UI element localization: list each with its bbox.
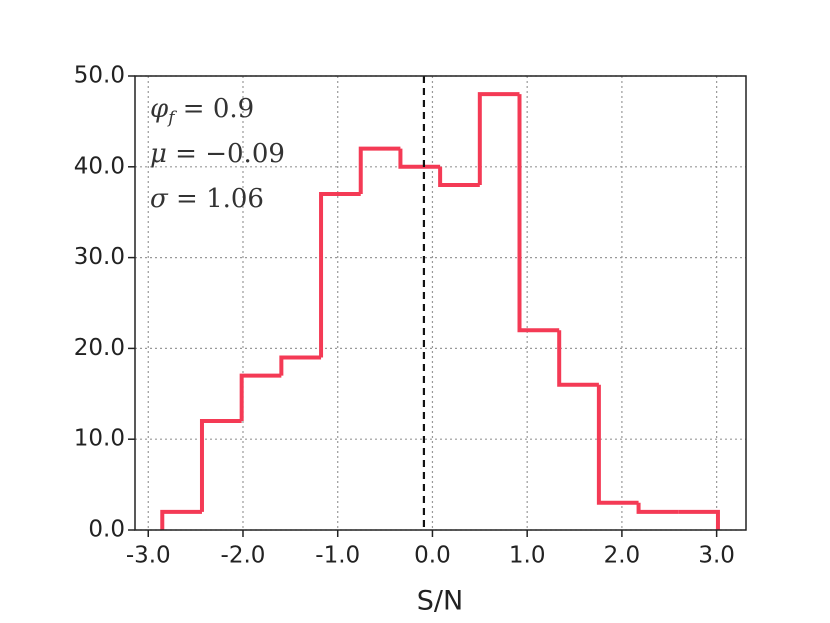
x-tick-label: -2.0 bbox=[221, 543, 266, 569]
annotation-symbol: φ bbox=[150, 94, 169, 124]
x-tick-label: 3.0 bbox=[698, 543, 735, 569]
histogram-step bbox=[160, 509, 202, 530]
y-tick-label: 50.0 bbox=[74, 63, 125, 89]
histogram-step bbox=[239, 373, 282, 422]
annotation-subscript: f bbox=[166, 108, 177, 128]
histogram-step bbox=[596, 384, 639, 505]
histogram-step bbox=[358, 146, 401, 195]
x-tick-label: -1.0 bbox=[315, 543, 360, 569]
histogram-step bbox=[438, 166, 480, 187]
histogram-step bbox=[557, 330, 599, 387]
x-axis-label: S/N bbox=[417, 586, 463, 617]
annotation: μ = −0.09 bbox=[150, 139, 285, 169]
histogram-step bbox=[517, 94, 560, 333]
histogram-step bbox=[279, 355, 322, 376]
y-tick-label: 0.0 bbox=[88, 517, 125, 543]
annotation: σ = 1.06 bbox=[150, 184, 264, 214]
x-tick-label: -3.0 bbox=[126, 543, 171, 569]
annotation-symbol: σ bbox=[150, 184, 169, 214]
y-tick-label: 20.0 bbox=[74, 335, 125, 361]
annotation-text: = 0.9 bbox=[175, 94, 255, 124]
x-tick-label: 2.0 bbox=[604, 543, 641, 569]
histogram-step bbox=[477, 92, 520, 185]
histogram-step bbox=[636, 502, 679, 514]
histogram-step bbox=[398, 148, 441, 169]
y-tick-label: 30.0 bbox=[74, 244, 125, 270]
annotation-symbol: μ bbox=[150, 139, 167, 169]
annotation: φf = 0.9 bbox=[150, 94, 254, 128]
y-tick-label: 10.0 bbox=[74, 426, 125, 452]
plot-frame bbox=[134, 75, 747, 531]
histogram-step bbox=[678, 509, 720, 530]
histogram-step bbox=[199, 419, 242, 512]
annotation-text: = 1.06 bbox=[168, 184, 264, 214]
histogram-step bbox=[319, 192, 361, 358]
annotation-text: = −0.09 bbox=[167, 139, 285, 169]
x-tick-label: 1.0 bbox=[509, 543, 546, 569]
y-tick-label: 40.0 bbox=[74, 153, 125, 179]
x-tick-label: 0.0 bbox=[414, 543, 451, 569]
